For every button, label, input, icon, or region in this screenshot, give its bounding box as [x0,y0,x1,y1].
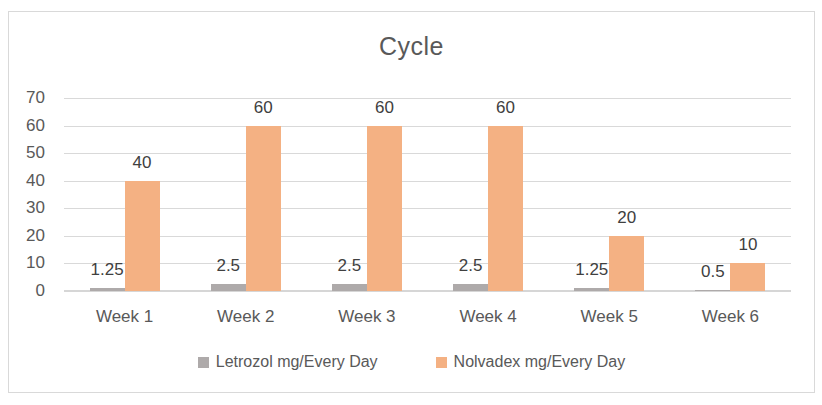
bar-segment [488,126,523,291]
gridline [64,98,791,99]
gridline [64,208,791,209]
y-axis-tick-label: 60 [2,116,45,136]
chart-screenshot: Cycle 0102030405060701.2540Week 12.560We… [0,0,822,405]
bar-segment [730,263,765,291]
data-label: 60 [231,98,295,118]
y-axis-tick-label: 50 [2,143,45,163]
y-axis-tick-label: 70 [2,88,45,108]
bar-segment [246,126,281,291]
data-label: 60 [352,98,416,118]
category-label: Week 4 [427,307,549,327]
category-label: Week 1 [64,307,186,327]
gridline [64,126,791,127]
legend-item: Nolvadex mg/Every Day [436,353,626,371]
gridline [64,236,791,237]
bar-segment [211,284,246,291]
legend-swatch-icon [198,357,209,368]
gridline [64,181,791,182]
chart-frame: Cycle 0102030405060701.2540Week 12.560We… [8,11,815,393]
legend-label: Nolvadex mg/Every Day [454,353,626,371]
y-axis-tick-label: 20 [2,226,45,246]
data-label: 60 [474,98,538,118]
y-axis-tick-label: 30 [2,198,45,218]
bar-segment [574,288,609,291]
category-label: Week 6 [669,307,791,327]
y-axis-tick-label: 0 [2,281,45,301]
y-axis-tick-label: 10 [2,253,45,273]
y-axis-tick-label: 40 [2,171,45,191]
data-label: 20 [595,208,659,228]
category-label: Week 3 [306,307,428,327]
bar-segment [90,288,125,291]
category-label: Week 5 [548,307,670,327]
legend-swatch-icon [436,357,447,368]
data-label: 10 [716,235,780,255]
bar-segment [453,284,488,291]
legend-label: Letrozol mg/Every Day [216,353,378,371]
data-label: 40 [110,153,174,173]
legend-item: Letrozol mg/Every Day [198,353,378,371]
bar-segment [332,284,367,291]
legend: Letrozol mg/Every Day Nolvadex mg/Every D… [9,353,814,371]
bar-segment [367,126,402,291]
category-label: Week 2 [185,307,307,327]
plot-area: 0102030405060701.2540Week 12.560Week 22.… [64,98,791,291]
gridline [64,290,791,292]
bar-segment [125,181,160,291]
bar-segment [695,290,730,291]
bar-segment [609,236,644,291]
chart-title: Cycle [9,32,814,61]
